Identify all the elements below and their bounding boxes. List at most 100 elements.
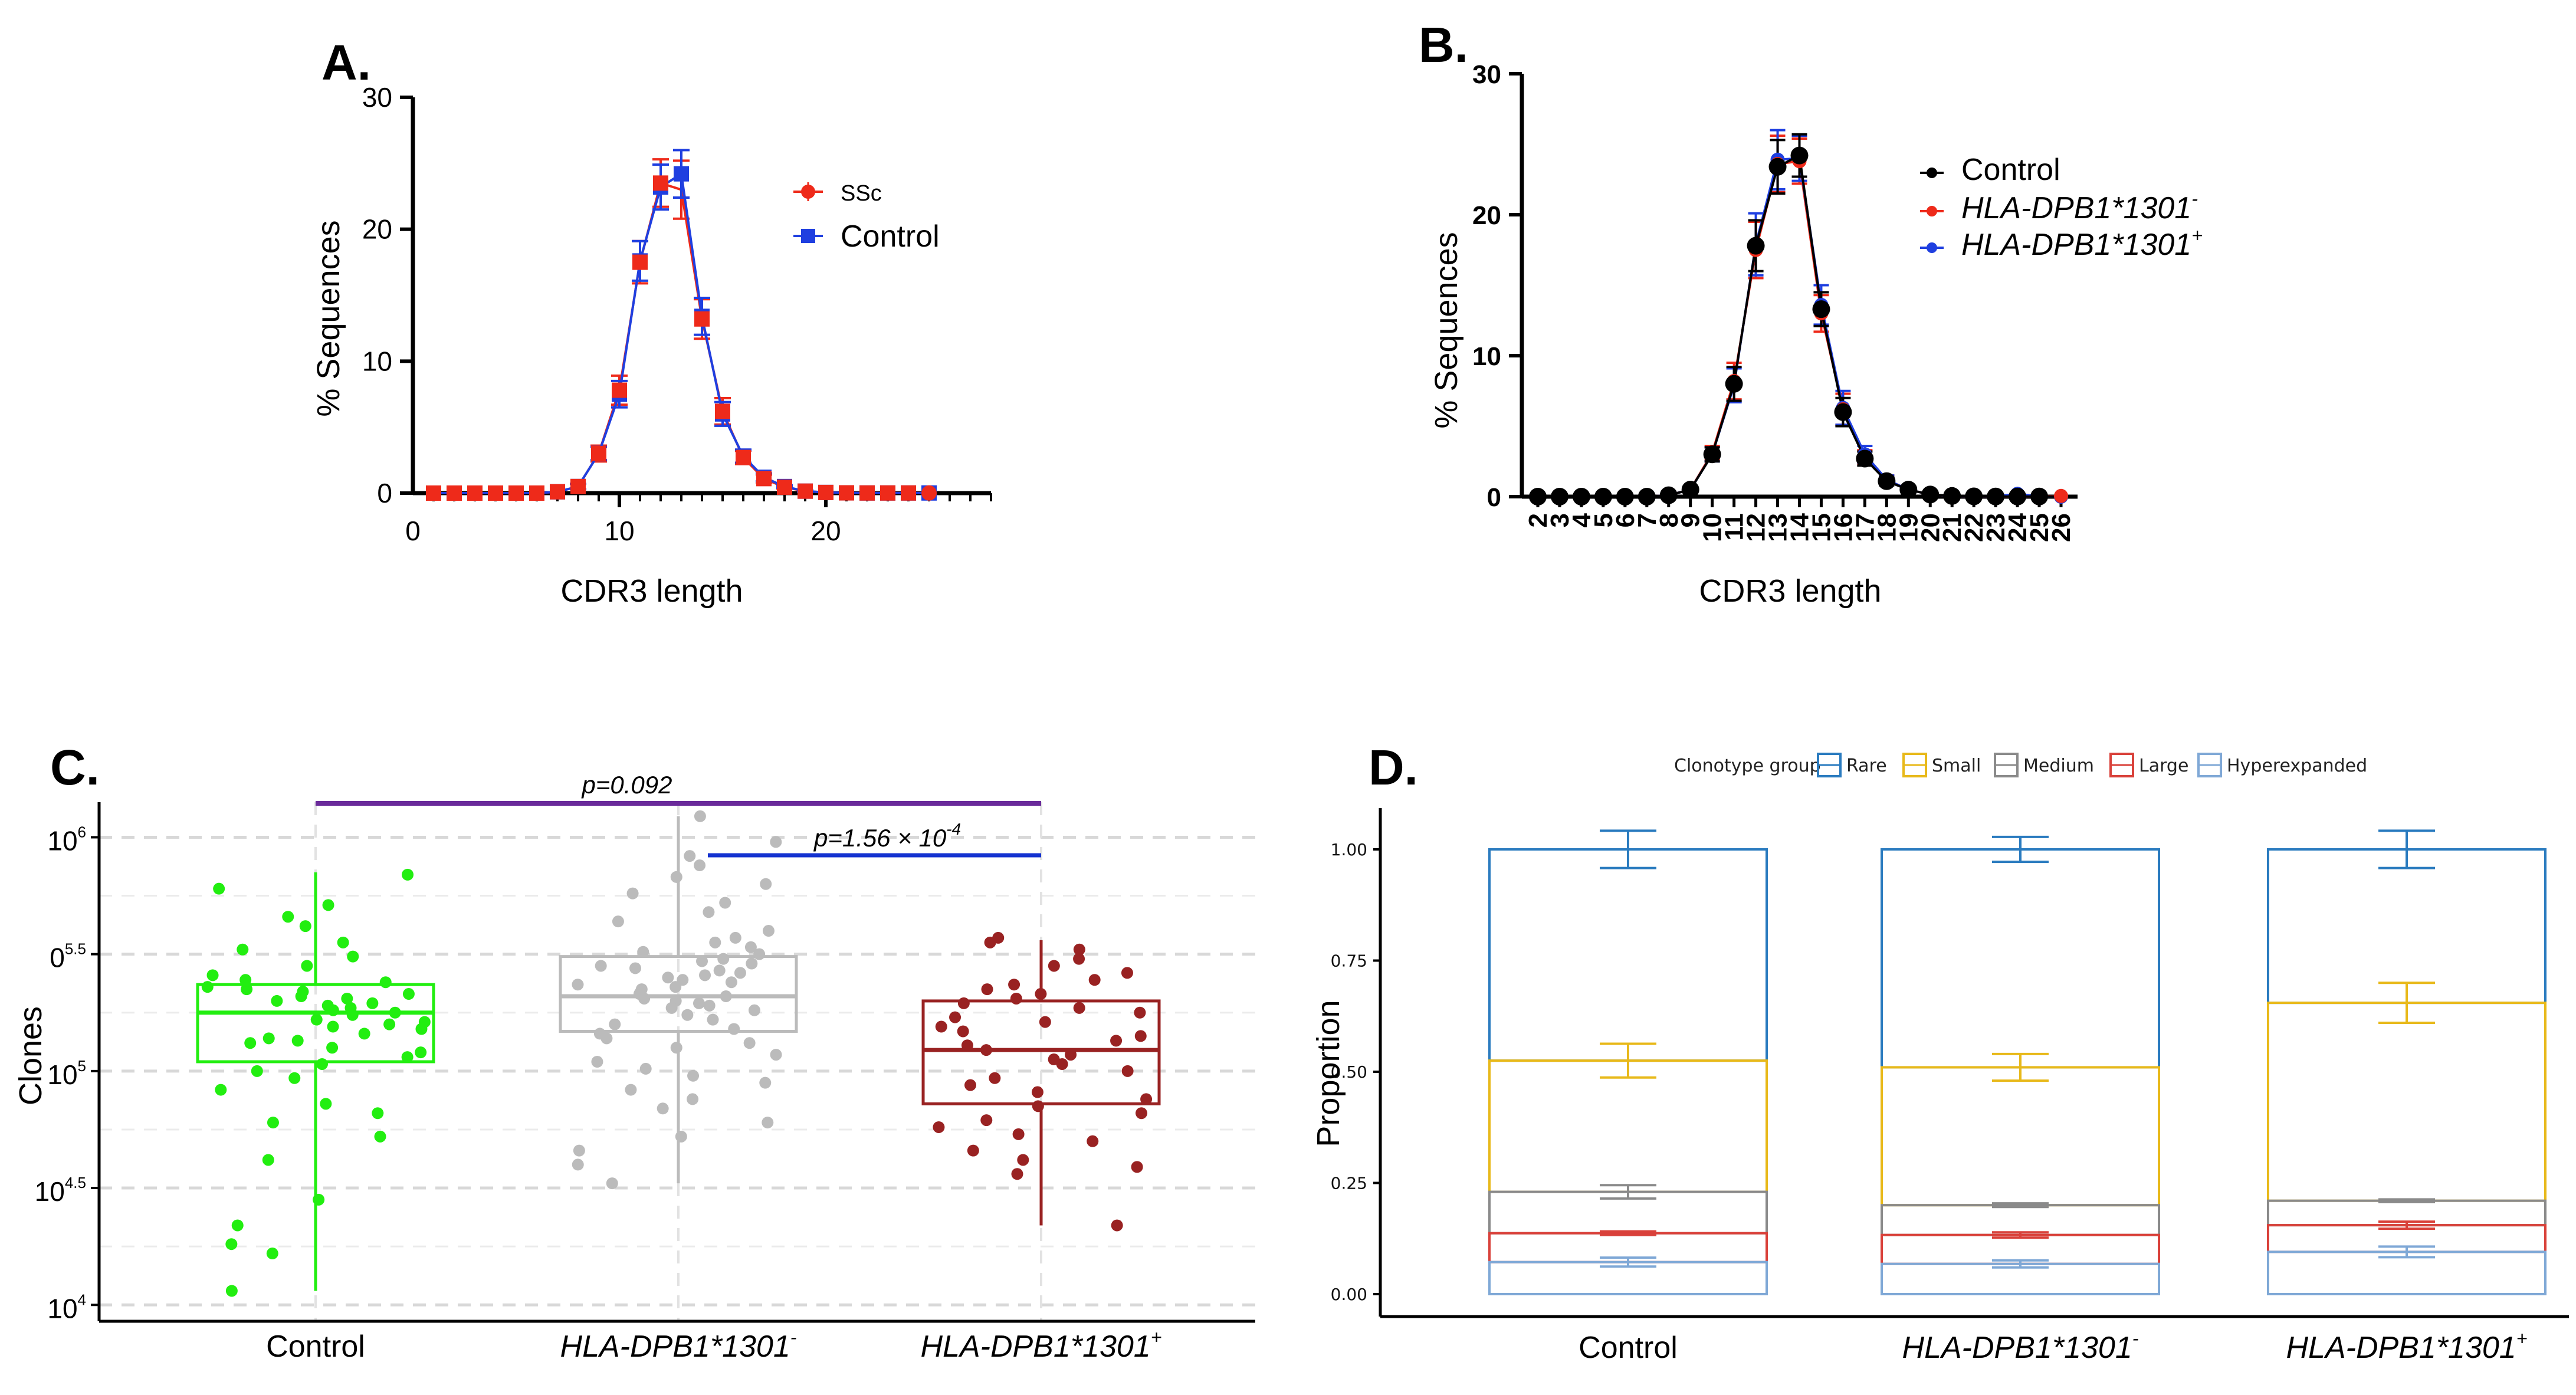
x-tick-label: 12 xyxy=(1742,513,1771,542)
data-point xyxy=(301,960,313,972)
y-tick-base: 10 xyxy=(35,1176,65,1207)
data-point xyxy=(670,1042,682,1054)
x-tick-label: 18 xyxy=(1872,513,1901,542)
x-tick-label: 21 xyxy=(1938,513,1967,542)
bar-segment-medium xyxy=(1881,1204,2160,1236)
data-point xyxy=(415,1023,428,1035)
legend-label-0: Control xyxy=(1961,153,2060,187)
y-tick-label: 0.25 xyxy=(1331,1174,1367,1193)
y-tick-label: 20 xyxy=(362,214,392,245)
ssc-point xyxy=(715,403,730,419)
ssc-point xyxy=(488,485,503,501)
data-point xyxy=(1011,1168,1023,1180)
data-point xyxy=(933,1121,945,1133)
legend-label-large: Large xyxy=(2139,756,2188,776)
data-point xyxy=(687,1093,699,1105)
panel-a-xlabel: CDR3 length xyxy=(560,573,743,609)
category-label-0-base: Control xyxy=(266,1330,365,1364)
data-point xyxy=(967,1144,979,1157)
legend-label-2-sup: + xyxy=(2191,225,2203,246)
x-tick-label: 13 xyxy=(1764,513,1793,542)
ssc-point xyxy=(653,175,668,191)
control-point xyxy=(1616,488,1634,506)
control-point xyxy=(1725,375,1743,393)
category-label-1-sup: - xyxy=(790,1327,797,1348)
data-point xyxy=(1131,1161,1143,1173)
data-point xyxy=(267,1117,279,1129)
data-point xyxy=(215,1084,227,1096)
data-point xyxy=(670,981,682,993)
x-tick-label: 23 xyxy=(1981,513,2010,542)
control-point xyxy=(1638,488,1656,506)
data-point xyxy=(638,992,651,1005)
data-point xyxy=(935,1020,947,1033)
data-point xyxy=(687,1069,700,1082)
y-tick-base: 10 xyxy=(47,1059,77,1090)
x-tick-label: 16 xyxy=(1829,513,1858,542)
y-tick-exp: 5 xyxy=(78,1057,86,1075)
ssc-point xyxy=(921,485,937,501)
data-point xyxy=(225,1238,238,1250)
control-point xyxy=(1921,485,1940,504)
data-point xyxy=(980,1044,992,1056)
data-point xyxy=(231,1219,244,1232)
category-label-0: Control xyxy=(1579,1331,1678,1365)
legend-label-1: HLA-DPB1*1301- xyxy=(1961,188,2198,225)
data-point xyxy=(379,976,392,989)
data-point xyxy=(366,997,379,1009)
legend-label-small: Small xyxy=(1932,756,1981,776)
data-point xyxy=(1073,953,1085,965)
data-point xyxy=(703,906,715,918)
bar-segment-rare xyxy=(1881,848,2160,1069)
control-point xyxy=(1529,488,1547,506)
data-point xyxy=(310,1013,323,1026)
comparison-pvalue-1: p=1.56 × 10-4 xyxy=(813,820,961,852)
legend-ssc-label: SSc xyxy=(841,181,882,206)
data-point xyxy=(573,1144,585,1157)
data-point xyxy=(743,1037,756,1049)
y-tick-label: 10 xyxy=(362,346,392,376)
ssc-point xyxy=(426,485,441,501)
control-point xyxy=(1790,146,1809,165)
x-tick-label: 25 xyxy=(2025,513,2054,542)
legend-label-2: HLA-DPB1*1301+ xyxy=(1961,225,2203,262)
panel-c-letter: C. xyxy=(50,740,100,795)
y-tick-base: 0 xyxy=(50,943,65,973)
legend-control-label: Control xyxy=(841,219,940,254)
ssc-point xyxy=(901,485,916,501)
data-point xyxy=(684,850,696,862)
data-point xyxy=(1031,1086,1043,1098)
data-point xyxy=(572,1158,584,1171)
legend-marker-1 xyxy=(1927,206,1937,216)
control-point xyxy=(1747,237,1765,255)
control-point xyxy=(1594,488,1612,506)
control-point xyxy=(1943,487,1961,505)
data-point xyxy=(383,1018,396,1030)
data-point xyxy=(1134,1006,1146,1019)
data-point xyxy=(374,1130,386,1143)
data-point xyxy=(762,925,775,937)
y-tick-label: 0 xyxy=(377,478,392,508)
data-point xyxy=(709,936,721,948)
panel-b-xlabel: CDR3 length xyxy=(1699,573,1881,609)
panel-a-legend: SSc Control xyxy=(793,181,940,254)
data-point xyxy=(694,810,706,822)
ssc-point xyxy=(839,485,854,501)
data-point xyxy=(600,1032,613,1045)
pvalue-exp: -4 xyxy=(946,820,961,838)
data-point xyxy=(746,957,758,970)
data-point xyxy=(725,976,737,989)
data-point xyxy=(734,967,746,979)
data-point xyxy=(262,1032,275,1045)
x-tick-label: 14 xyxy=(1786,513,1814,541)
category-label-2: HLA-DPB1*1301+ xyxy=(920,1327,1161,1364)
data-point xyxy=(389,1006,401,1019)
data-point xyxy=(1110,1035,1123,1047)
data-point xyxy=(282,911,294,923)
legend-label-hyperexpanded: Hyperexpanded xyxy=(2227,756,2367,776)
x-tick-label: 26 xyxy=(2047,513,2076,542)
data-point xyxy=(762,1117,774,1129)
data-point xyxy=(327,1020,339,1033)
x-tick-label: 10 xyxy=(1698,513,1727,542)
